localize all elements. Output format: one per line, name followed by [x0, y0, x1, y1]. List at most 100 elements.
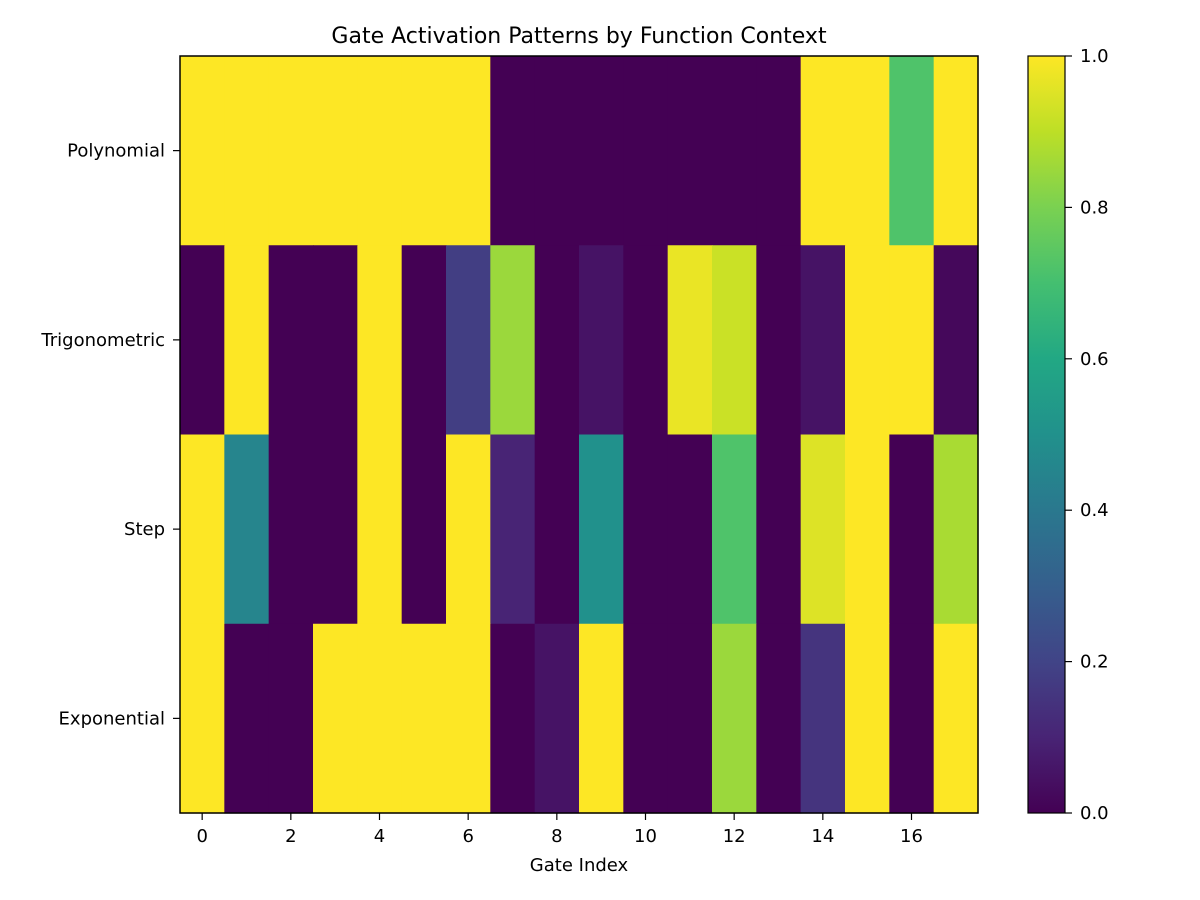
- colorbar-tick-label: 0.6: [1080, 349, 1109, 370]
- heatmap-cell: [180, 56, 225, 246]
- heatmap-cell: [490, 623, 536, 814]
- x-tick-label: 2: [285, 826, 296, 847]
- heatmap-cell: [180, 245, 225, 436]
- heatmap-cell: [579, 623, 624, 814]
- heatmap-cell: [712, 56, 757, 246]
- colorbar-tick-label: 0.4: [1080, 500, 1109, 521]
- heatmap-cell: [268, 623, 314, 814]
- heatmap-cell: [579, 56, 624, 246]
- heatmap-cell: [667, 434, 713, 625]
- heatmap-cell: [357, 56, 403, 246]
- heatmap-cell: [446, 434, 491, 625]
- heatmap-cell: [889, 245, 935, 436]
- heatmap-cell: [357, 623, 403, 814]
- heatmap-cell: [313, 434, 358, 625]
- x-tick-label: 8: [551, 826, 562, 847]
- heatmap-cell: [224, 623, 270, 814]
- heatmap-cell: [667, 245, 713, 436]
- colorbar-tick-label: 0.0: [1080, 803, 1109, 824]
- colorbar-tick-label: 1.0: [1080, 46, 1109, 67]
- heatmap-cell: [889, 434, 935, 625]
- heatmap-cell: [224, 245, 270, 436]
- x-tick-label: 14: [811, 826, 834, 847]
- chart-title: Gate Activation Patterns by Function Con…: [331, 24, 827, 49]
- heatmap-cell: [933, 245, 979, 436]
- heatmap-cell: [357, 434, 403, 625]
- heatmap-cell: [579, 434, 624, 625]
- heatmap-cell: [357, 245, 403, 436]
- heatmap-cell: [933, 434, 979, 625]
- heatmap-cell: [667, 56, 713, 246]
- heatmap-cell: [712, 623, 757, 814]
- y-tick-label: Exponential: [59, 708, 165, 729]
- heatmap-cell: [756, 56, 802, 246]
- heatmap-cell: [313, 623, 358, 814]
- heatmap-cell: [401, 245, 447, 436]
- heatmap-cell: [313, 56, 358, 246]
- heatmap-cell: [712, 245, 757, 436]
- heatmap-cell: [579, 245, 624, 436]
- heatmap-cell: [268, 434, 314, 625]
- colorbar-tick-label: 0.8: [1080, 197, 1109, 218]
- heatmap-cell: [756, 623, 802, 814]
- heatmap-cell: [401, 623, 447, 814]
- y-tick-label: Polynomial: [67, 141, 165, 162]
- heatmap-cell: [889, 623, 935, 814]
- heatmap-cell: [490, 56, 536, 246]
- heatmap-cell: [756, 245, 802, 436]
- plot-frame: [179, 55, 979, 814]
- heatmap-cell: [712, 434, 757, 625]
- heatmap-cell: [623, 434, 669, 625]
- heatmap-cell: [313, 245, 358, 436]
- heatmap-cell: [933, 56, 979, 246]
- heatmap-cell: [933, 623, 979, 814]
- y-tick-label: Step: [124, 519, 165, 540]
- heatmap-cell: [800, 245, 846, 436]
- heatmap-cell: [446, 245, 491, 436]
- x-tick-label: 12: [723, 826, 746, 847]
- y-tick-label: Trigonometric: [40, 330, 165, 351]
- heatmap-cell: [889, 56, 935, 246]
- colorbar-gradient: [1027, 55, 1066, 814]
- heatmap-cell: [756, 434, 802, 625]
- x-tick-label: 0: [196, 826, 207, 847]
- heatmap-cells: [180, 56, 979, 814]
- heatmap-cell: [534, 623, 580, 814]
- heatmap-cell: [845, 623, 890, 814]
- colorbar: 0.0 0.2 0.4 0.6 0.8 1.0: [1027, 46, 1109, 824]
- heatmap-cell: [800, 56, 846, 246]
- heatmap-cell: [446, 623, 491, 814]
- heatmap-cell: [224, 434, 270, 625]
- colorbar-tick-label: 0.2: [1080, 652, 1109, 673]
- heatmap-cell: [534, 434, 580, 625]
- x-tick-label: 16: [900, 826, 923, 847]
- heatmap-cell: [800, 623, 846, 814]
- x-tick-label: 10: [634, 826, 657, 847]
- heatmap-cell: [845, 56, 890, 246]
- heatmap-cell: [667, 623, 713, 814]
- heatmap-cell: [180, 434, 225, 625]
- heatmap-cell: [268, 56, 314, 246]
- heatmap-cell: [534, 245, 580, 436]
- x-tick-label: 4: [374, 826, 385, 847]
- heatmap-cell: [490, 245, 536, 436]
- heatmap-cell: [623, 56, 669, 246]
- heatmap-cell: [224, 56, 270, 246]
- heatmap-cell: [180, 623, 225, 814]
- x-axis: 0 2 4 6 8 10 12 14 16: [196, 813, 923, 847]
- heatmap-cell: [401, 434, 447, 625]
- x-tick-label: 6: [462, 826, 473, 847]
- heatmap-cell: [845, 434, 890, 625]
- heatmap-cell: [401, 56, 447, 246]
- heatmap-cell: [623, 623, 669, 814]
- heatmap-cell: [534, 56, 580, 246]
- heatmap-cell: [623, 245, 669, 436]
- heatmap-cell: [800, 434, 846, 625]
- heatmap-cell: [268, 245, 314, 436]
- x-axis-label: Gate Index: [530, 855, 629, 876]
- y-axis: Polynomial Trigonometric Step Exponential: [40, 141, 180, 729]
- heatmap-cell: [490, 434, 536, 625]
- heatmap-cell: [446, 56, 491, 246]
- heatmap-cell: [845, 245, 890, 436]
